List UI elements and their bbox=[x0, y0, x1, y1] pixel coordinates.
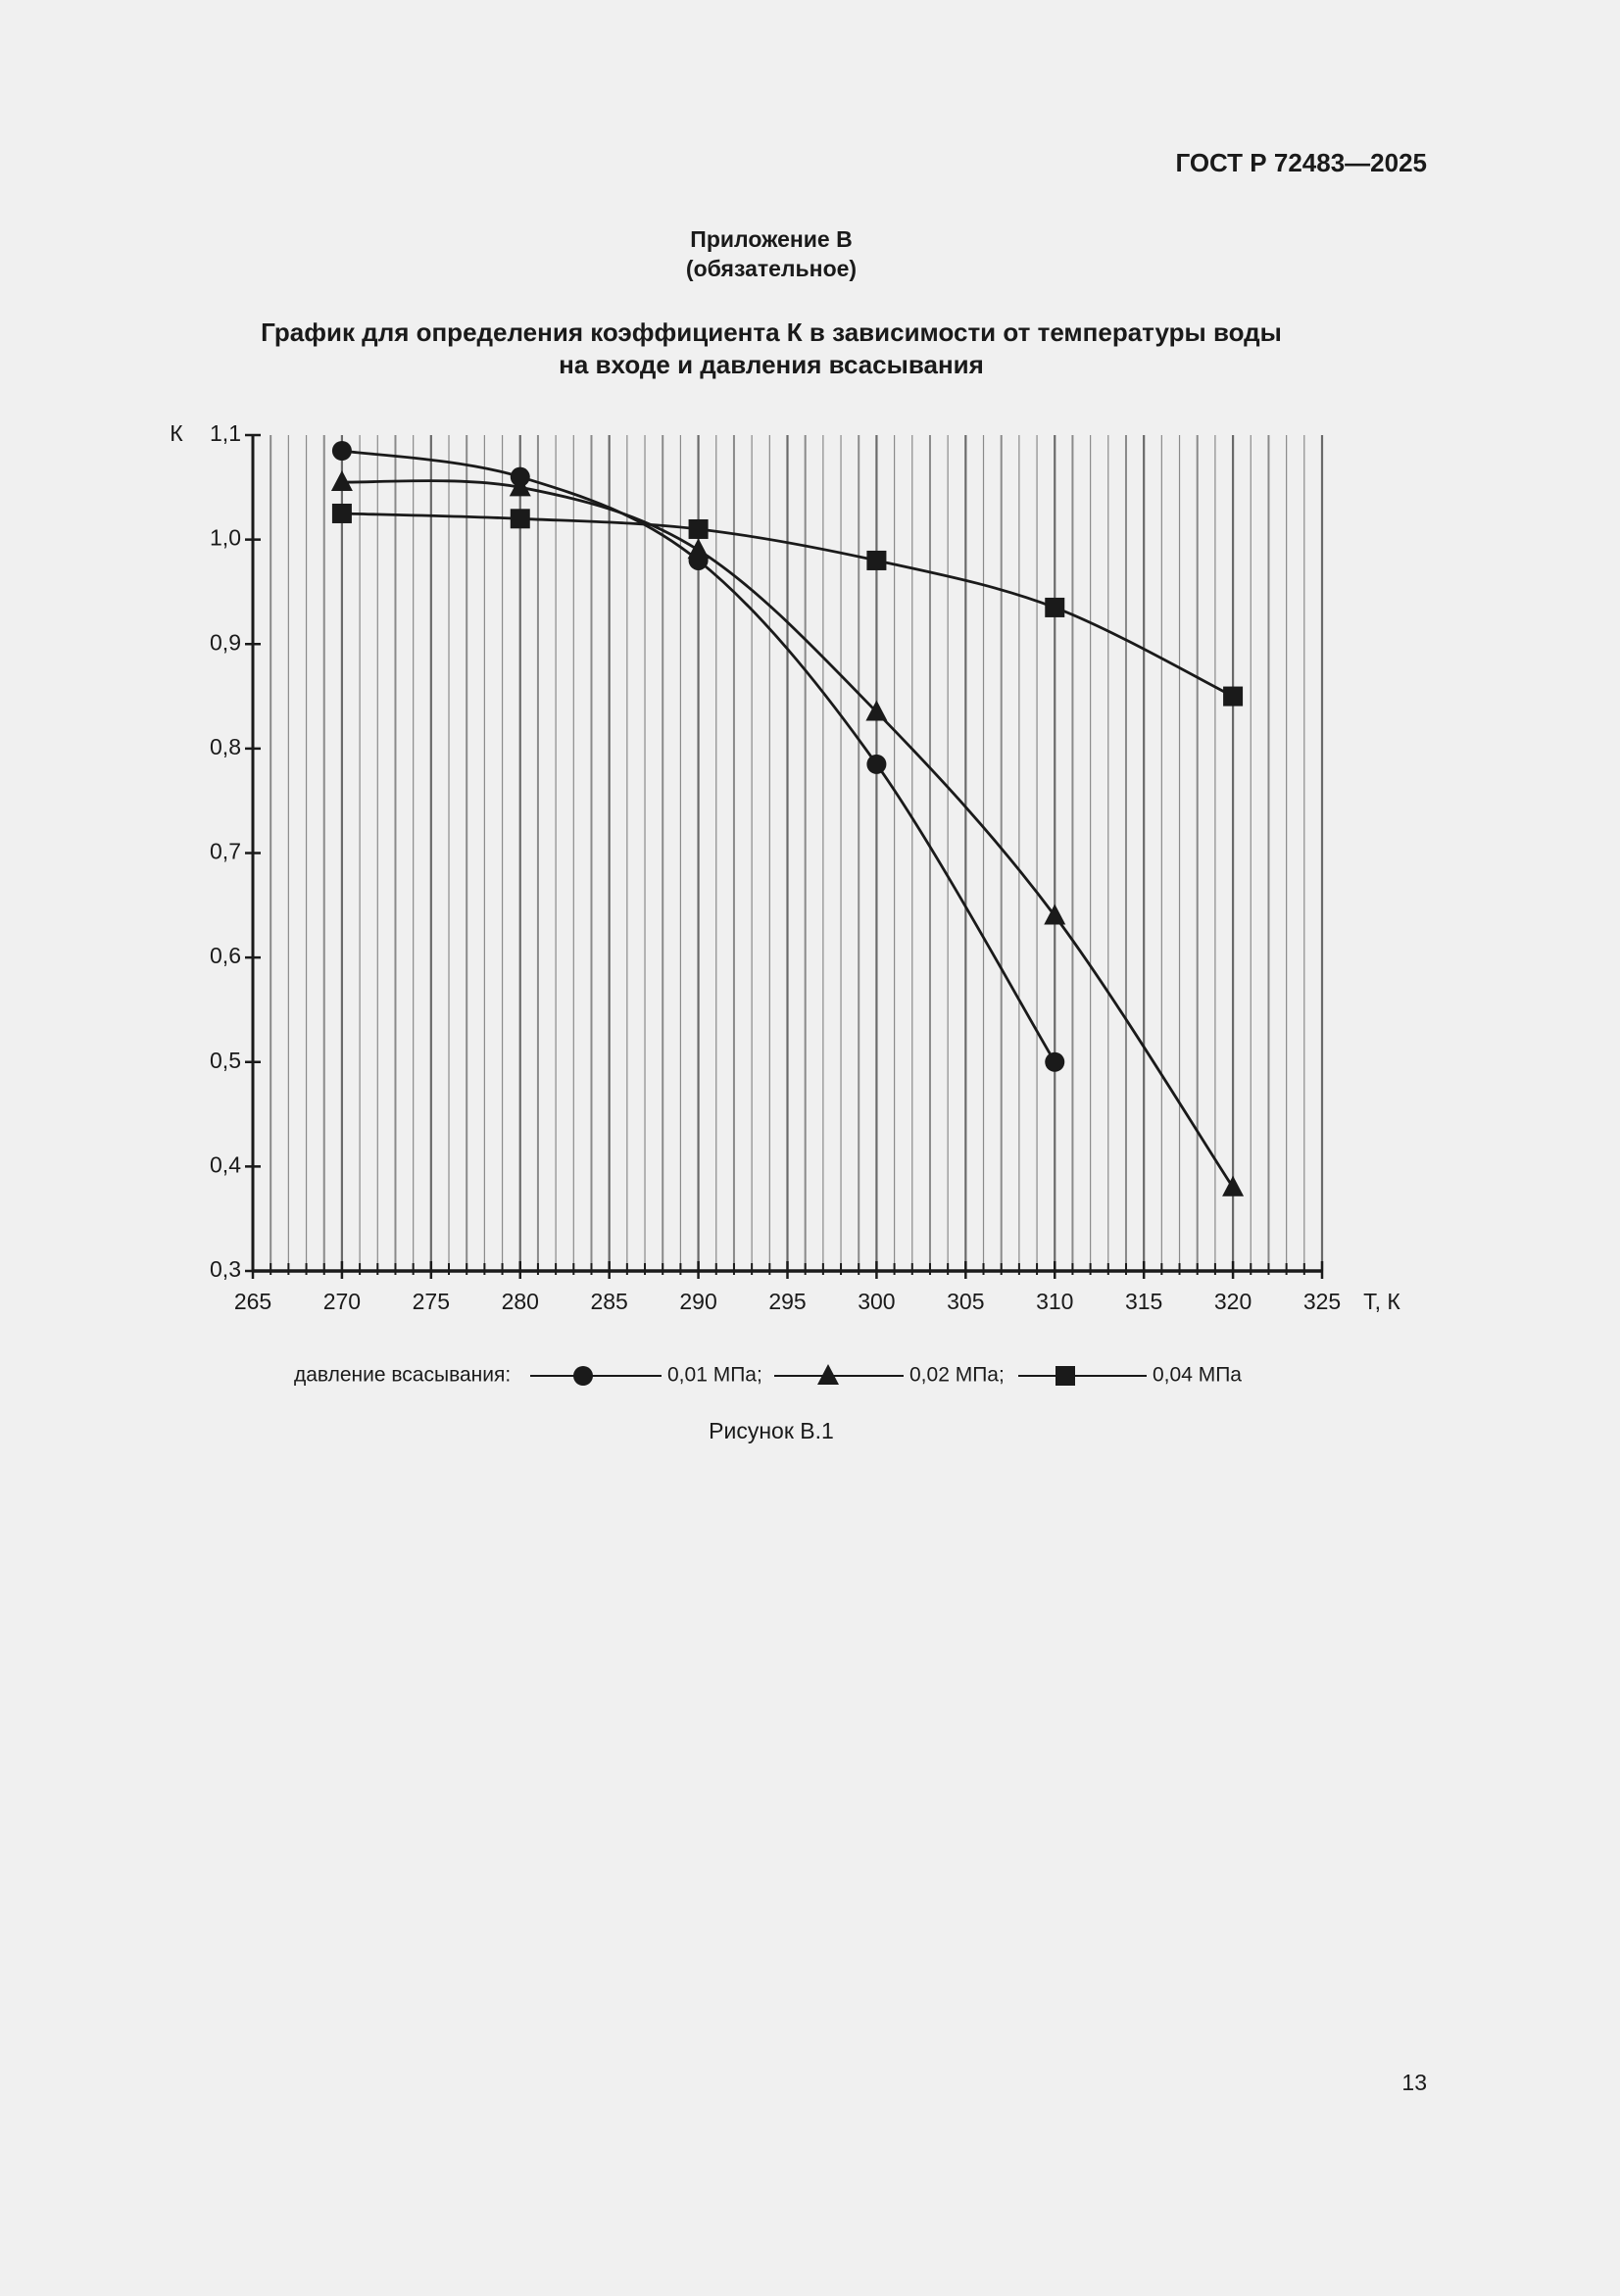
marker bbox=[1045, 1051, 1065, 1072]
y-tick-label: 0,7 bbox=[210, 839, 241, 864]
legend-marker bbox=[817, 1364, 839, 1385]
x-tick-label: 285 bbox=[590, 1289, 627, 1314]
x-tick-label: 270 bbox=[323, 1289, 361, 1314]
marker bbox=[865, 700, 888, 721]
marker bbox=[330, 469, 353, 491]
legend-marker bbox=[573, 1366, 593, 1386]
marker bbox=[866, 754, 887, 774]
page-number: 13 bbox=[1401, 2070, 1427, 2095]
y-tick-label: 1,1 bbox=[210, 420, 241, 446]
series-line bbox=[341, 512, 1234, 698]
y-tick-label: 0,3 bbox=[210, 1256, 241, 1282]
x-tick-label: 305 bbox=[947, 1289, 984, 1314]
marker bbox=[1044, 904, 1066, 925]
x-tick-label: 300 bbox=[858, 1289, 895, 1314]
marker bbox=[687, 538, 710, 560]
legend-marker bbox=[1055, 1366, 1075, 1386]
y-tick-label: 0,5 bbox=[210, 1048, 241, 1073]
y-tick-label: 0,4 bbox=[210, 1151, 241, 1177]
marker bbox=[510, 509, 530, 529]
series-line bbox=[341, 449, 1056, 1063]
x-tick-label: 275 bbox=[413, 1289, 450, 1314]
x-tick-label: 290 bbox=[679, 1289, 716, 1314]
x-tick-label: 295 bbox=[768, 1289, 806, 1314]
heading-line: График для определения коэффициента К в … bbox=[261, 318, 1282, 347]
marker bbox=[331, 440, 352, 461]
x-axis-label: Т, К bbox=[1363, 1289, 1400, 1314]
y-axis-label: К bbox=[170, 420, 183, 446]
y-tick-label: 0,9 bbox=[210, 629, 241, 655]
x-tick-label: 310 bbox=[1036, 1289, 1073, 1314]
x-tick-label: 325 bbox=[1303, 1289, 1341, 1314]
marker bbox=[1222, 1175, 1245, 1197]
y-tick-label: 0,8 bbox=[210, 734, 241, 759]
heading-line: на входе и давления всасывания bbox=[559, 350, 984, 379]
figure-caption: Рисунок В.1 bbox=[709, 1418, 834, 1443]
legend-label: 0,01 МПа; bbox=[667, 1364, 762, 1387]
doc-code: ГОСТ Р 72483—2025 bbox=[1175, 148, 1427, 177]
marker bbox=[509, 475, 531, 497]
appendix-title: Приложение В bbox=[690, 226, 852, 252]
legend-title: давление всасывания: bbox=[294, 1364, 511, 1387]
x-tick-label: 315 bbox=[1125, 1289, 1162, 1314]
marker bbox=[331, 503, 352, 523]
y-tick-label: 0,6 bbox=[210, 943, 241, 968]
x-tick-label: 320 bbox=[1214, 1289, 1252, 1314]
marker bbox=[1223, 686, 1244, 707]
marker bbox=[1045, 597, 1065, 617]
chart: 265 270 275 280 285 290 295 300 305 310 315 320 325 0… bbox=[170, 420, 1400, 1386]
marker bbox=[866, 550, 887, 570]
legend-label: 0,04 МПа bbox=[1153, 1364, 1242, 1387]
x-tick-label: 280 bbox=[502, 1289, 539, 1314]
marker bbox=[688, 518, 709, 539]
x-tick-label: 265 bbox=[234, 1289, 271, 1314]
y-tick-label: 1,0 bbox=[210, 525, 241, 551]
legend-label: 0,02 МПа; bbox=[909, 1364, 1005, 1387]
appendix-status: (обязательное) bbox=[686, 256, 857, 281]
